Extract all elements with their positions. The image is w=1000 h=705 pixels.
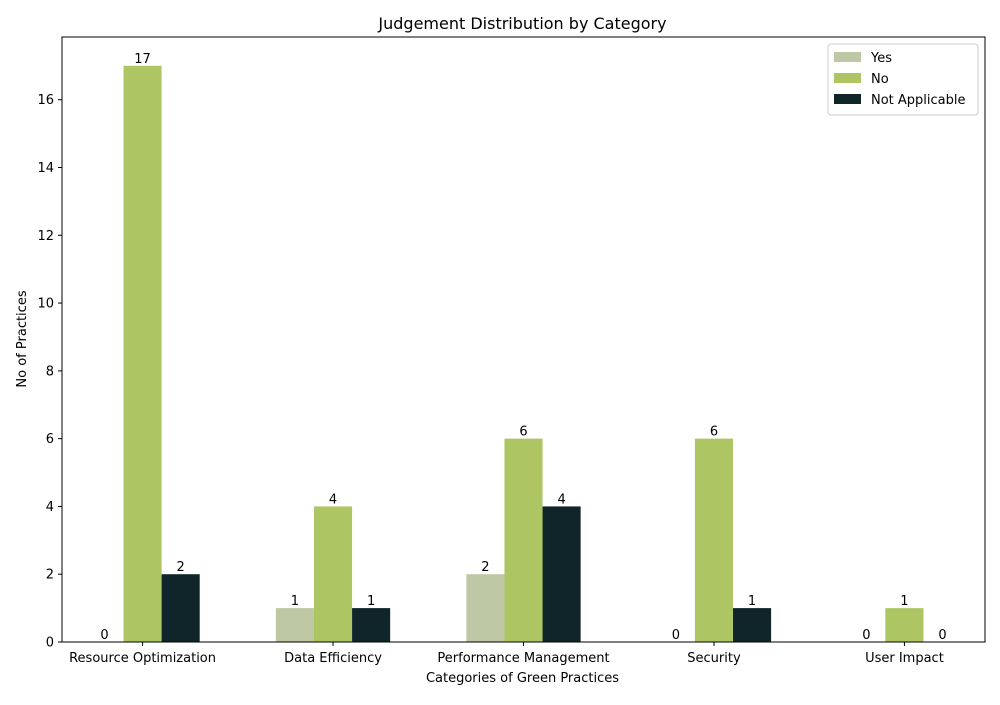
x-tick-label: Data Efficiency [284, 651, 382, 666]
bar-no [694, 438, 734, 642]
y-tick-label: 2 [46, 568, 54, 583]
data-label: 1 [291, 594, 299, 609]
data-label: 2 [481, 560, 489, 575]
data-label: 4 [557, 492, 565, 507]
y-tick-label: 14 [37, 161, 54, 176]
data-label: 0 [672, 628, 680, 643]
y-tick-label: 0 [46, 636, 54, 651]
data-label: 6 [710, 425, 718, 440]
x-tick-label: Security [687, 651, 741, 666]
bar-yes [466, 574, 505, 642]
data-label: 0 [100, 628, 108, 643]
data-label: 4 [329, 492, 337, 507]
y-tick-label: 16 [37, 93, 54, 108]
chart-title: Judgement Distribution by Category [377, 14, 666, 33]
bar-not-applicable [542, 506, 581, 642]
legend-swatch [834, 94, 861, 104]
data-label: 1 [748, 594, 756, 609]
y-tick-label: 4 [46, 500, 54, 515]
x-axis-label: Categories of Green Practices [426, 671, 619, 686]
data-label: 17 [134, 52, 151, 67]
x-tick-label: Performance Management [437, 651, 609, 666]
data-label: 2 [177, 560, 185, 575]
y-tick-label: 6 [46, 432, 54, 447]
data-label: 6 [519, 425, 527, 440]
legend-label: Yes [870, 51, 892, 66]
bar-yes [275, 608, 314, 642]
legend-swatch [834, 52, 861, 62]
bar-no [123, 65, 162, 643]
y-tick-label: 12 [37, 229, 54, 244]
y-tick-label: 8 [46, 364, 54, 379]
x-tick-label: Resource Optimization [69, 651, 216, 666]
x-tick-label: User Impact [865, 651, 944, 666]
bar-not-applicable [352, 608, 391, 642]
data-label: 1 [367, 594, 375, 609]
legend: Yes No Not Applicable [827, 43, 979, 116]
data-label: 0 [938, 628, 946, 643]
bar-no [313, 506, 353, 642]
bar-no [885, 608, 924, 642]
data-label: 0 [862, 628, 870, 643]
y-axis-label: No of Practices [15, 290, 30, 387]
bar-not-applicable [161, 574, 200, 642]
bar-no [504, 438, 543, 642]
y-tick-label: 10 [37, 297, 54, 312]
legend-box [827, 43, 979, 116]
legend-swatch [834, 73, 861, 83]
bar-not-applicable [733, 608, 772, 642]
data-label: 1 [900, 594, 908, 609]
legend-label: Not Applicable [871, 93, 966, 108]
legend-label: No [871, 72, 889, 87]
